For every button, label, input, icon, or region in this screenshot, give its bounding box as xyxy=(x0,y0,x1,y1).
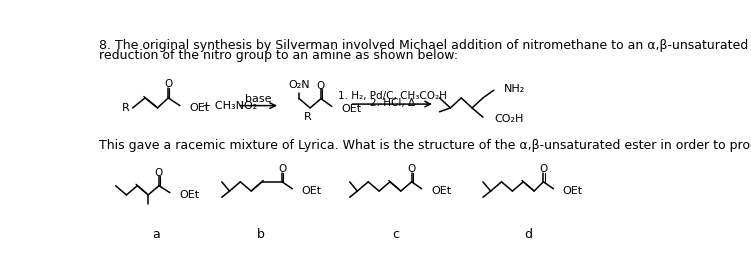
Text: O₂N: O₂N xyxy=(288,80,310,90)
Text: d: d xyxy=(524,229,532,242)
Text: O: O xyxy=(539,164,547,174)
Text: base: base xyxy=(246,94,272,104)
Text: This gave a racemic mixture of Lyrica. What is the structure of the α,β-unsatura: This gave a racemic mixture of Lyrica. W… xyxy=(99,140,751,153)
Text: OEt: OEt xyxy=(189,103,210,113)
Text: OEt: OEt xyxy=(341,104,361,114)
Text: c: c xyxy=(393,229,400,242)
Text: O: O xyxy=(164,79,173,89)
Text: reduction of the nitro group to an amine as shown below:: reduction of the nitro group to an amine… xyxy=(99,49,458,62)
Text: a: a xyxy=(152,229,160,242)
Text: OEt: OEt xyxy=(302,186,321,196)
Text: O: O xyxy=(317,81,325,91)
Text: OEt: OEt xyxy=(179,190,199,200)
Text: O: O xyxy=(408,164,416,174)
Text: 1. H₂, Pd/C, CH₃CO₂H: 1. H₂, Pd/C, CH₃CO₂H xyxy=(338,91,447,101)
Text: NH₂: NH₂ xyxy=(504,84,525,94)
Text: + CH₃NO₂: + CH₃NO₂ xyxy=(202,101,258,111)
Text: 2. HCl, Δ: 2. HCl, Δ xyxy=(369,98,415,107)
Text: b: b xyxy=(257,229,264,242)
Text: 8. The original synthesis by Silverman involved Michael addition of nitromethane: 8. The original synthesis by Silverman i… xyxy=(99,39,751,52)
Text: O: O xyxy=(155,168,163,178)
Text: OEt: OEt xyxy=(562,186,583,196)
Text: CO₂H: CO₂H xyxy=(495,114,524,124)
Text: R: R xyxy=(122,103,129,113)
Text: R: R xyxy=(304,112,312,122)
Text: O: O xyxy=(278,164,286,174)
Text: OEt: OEt xyxy=(431,186,451,196)
